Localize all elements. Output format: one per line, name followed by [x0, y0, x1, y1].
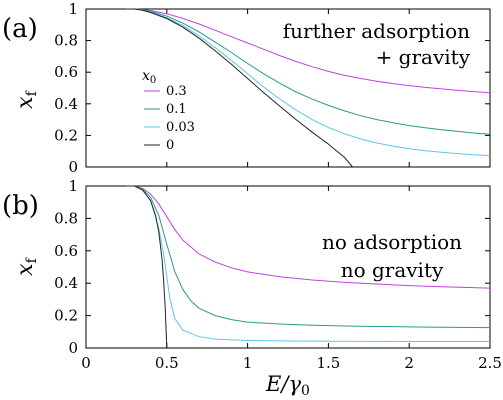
panel-a-annotation-line-1: further adsorption	[283, 19, 470, 43]
y-tick-label: 0	[68, 339, 78, 357]
series-line-0.1	[126, 8, 491, 135]
y-tick-label: 0.8	[54, 209, 78, 227]
y-tick-label: 0.2	[54, 307, 78, 325]
x-axis-label: E/γ0	[265, 372, 310, 399]
y-tick-label: 0.8	[54, 32, 78, 50]
series-line-0.03	[126, 8, 491, 157]
y-tick-label: 0.4	[54, 274, 78, 292]
x-tick-label: 0	[81, 354, 91, 372]
series-line-0	[126, 185, 168, 349]
panel-a-frame	[85, 8, 491, 168]
series-line-0.3	[126, 8, 491, 94]
y-tick-label: 0.6	[54, 242, 78, 260]
panel-b-y-axis-label: xf	[13, 256, 40, 275]
panel-a-legend: x0 0.3 0.1 0.03 0	[142, 68, 195, 153]
panel-a-y-axis-label: xf	[13, 89, 40, 108]
legend-label-0.03: 0.03	[166, 120, 195, 135]
legend-label-0: 0	[166, 138, 174, 153]
legend-label-0.3: 0.3	[166, 84, 187, 99]
panel-b: 0 0.2 0.4 0.6 0.8 1 0 0.5 1 1.5 2 2.5 (b) xf no ad…	[2, 177, 502, 399]
panel-b-annotation-line-1: no adsorption	[322, 230, 462, 254]
panel-a-label: (a)	[2, 14, 38, 44]
panel-b-x-tick-labels: 0 0.5 1 1.5 2 2.5	[81, 354, 502, 372]
series-line-0.1	[126, 185, 491, 329]
y-tick-label: 1	[68, 0, 78, 18]
y-tick-label: 1	[68, 177, 78, 195]
panel-a-series	[126, 8, 491, 168]
legend-title: x0	[142, 68, 156, 86]
y-tick-label: 0.4	[54, 95, 78, 113]
panel-b-label: (b)	[2, 191, 39, 221]
y-tick-label: 0.2	[54, 126, 78, 144]
x-tick-label: 1	[243, 354, 253, 372]
panel-b-y-tick-labels: 0 0.2 0.4 0.6 0.8 1	[54, 177, 78, 357]
y-tick-label: 0	[68, 158, 78, 176]
series-line-0	[126, 8, 353, 168]
series-line-0.3	[126, 185, 491, 289]
panel-b-annotation-line-2: no gravity	[341, 258, 444, 282]
panel-a: 0 0.2 0.4 0.6 0.8 1 (a) xf further adsorption…	[2, 0, 491, 176]
y-tick-label: 0.6	[54, 63, 78, 81]
x-tick-label: 2.5	[478, 354, 502, 372]
panel-a-ticks	[85, 8, 491, 168]
x-tick-label: 1.5	[316, 354, 340, 372]
panel-b-series	[126, 185, 491, 349]
legend-label-0.1: 0.1	[166, 102, 187, 117]
x-tick-label: 0.5	[155, 354, 179, 372]
panel-a-y-tick-labels: 0 0.2 0.4 0.6 0.8 1	[54, 0, 78, 176]
panel-a-annotation-line-2: + gravity	[376, 45, 471, 69]
x-tick-label: 2	[404, 354, 414, 372]
panel-b-frame	[85, 185, 491, 349]
